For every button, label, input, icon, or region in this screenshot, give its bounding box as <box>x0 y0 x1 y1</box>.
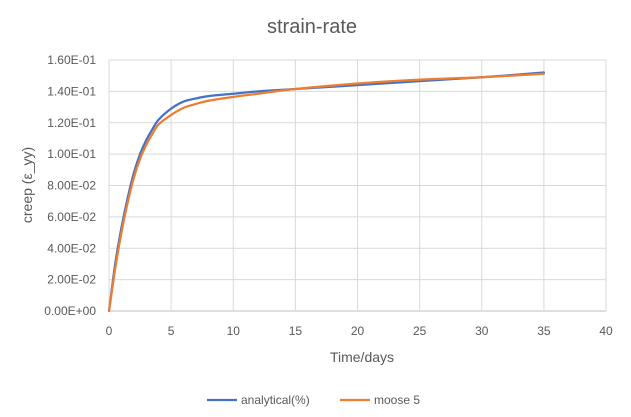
x-tick-label: 35 <box>537 324 551 338</box>
x-tick-label: 30 <box>475 324 489 338</box>
x-tick-label: 0 <box>106 324 113 338</box>
series-line-2 <box>107 72 546 313</box>
x-tick-label: 15 <box>289 324 303 338</box>
y-tick-label: 2.00E-02 <box>47 273 96 287</box>
y-tick-label: 1.00E-01 <box>47 147 96 161</box>
y-tick-label: 4.00E-02 <box>47 241 96 255</box>
legend-label: analytical(%) <box>241 393 310 407</box>
legend-label: moose 5 <box>374 393 420 407</box>
y-tick-labels: 0.00E+00 2.00E-02 4.00E-02 6.00E-02 8.00E-02… <box>44 53 96 318</box>
y-tick-label: 1.60E-01 <box>47 53 96 67</box>
gridlines <box>108 59 607 312</box>
y-tick-label: 8.00E-02 <box>47 179 96 193</box>
x-tick-label: 25 <box>413 324 427 338</box>
y-tick-label: 1.20E-01 <box>47 116 96 130</box>
y-tick-label: 1.40E-01 <box>47 84 96 98</box>
y-tick-label: 6.00E-02 <box>47 210 96 224</box>
x-tick-label: 20 <box>351 324 365 338</box>
chart-title: strain-rate <box>267 16 357 38</box>
x-tick-label: 40 <box>599 324 613 338</box>
x-tick-labels: 0 5 10 15 20 25 30 35 40 <box>106 324 613 338</box>
x-axis-title: Time/days <box>330 349 394 365</box>
x-tick-label: 10 <box>227 324 241 338</box>
legend: analytical(%) moose 5 <box>207 393 420 407</box>
x-tick-label: 5 <box>168 324 175 338</box>
series-lines <box>107 71 546 313</box>
y-tick-label: 0.00E+00 <box>44 304 96 318</box>
y-axis-title: creep (ε_yy) <box>19 147 35 223</box>
series-line-1 <box>107 71 546 313</box>
